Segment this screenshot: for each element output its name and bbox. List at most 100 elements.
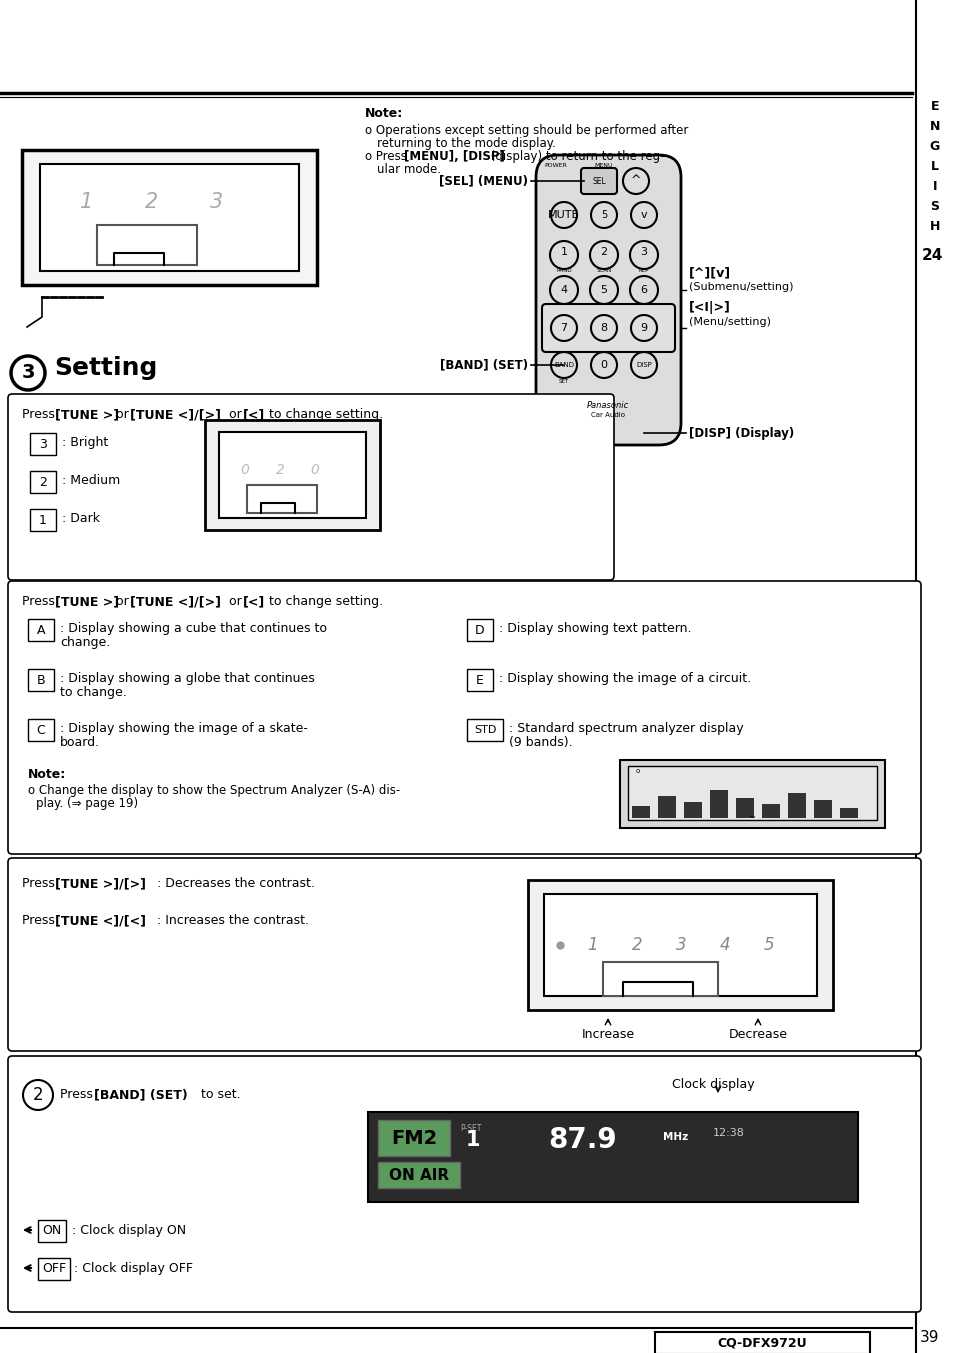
FancyBboxPatch shape [8, 858, 920, 1051]
Text: N: N [929, 120, 940, 133]
Text: Decrease: Decrease [728, 1028, 786, 1040]
Text: : Display showing the image of a circuit.: : Display showing the image of a circuit… [498, 672, 750, 685]
Text: 3: 3 [21, 364, 34, 383]
Text: 4: 4 [719, 936, 730, 954]
Bar [709, 790, 727, 819]
Text: 2: 2 [275, 463, 284, 478]
Bar [658, 796, 676, 819]
Bar [631, 806, 649, 819]
Text: [TUNE >]: [TUNE >] [55, 409, 119, 421]
Text: Press: Press [22, 595, 59, 607]
Bar [619, 760, 884, 828]
Text: A: A [37, 624, 45, 636]
Text: L: L [930, 160, 938, 173]
Text: [TUNE <]/[<]: [TUNE <]/[<] [55, 915, 146, 927]
Text: ON AIR: ON AIR [389, 1168, 449, 1183]
Text: S: S [929, 200, 939, 212]
Text: BAND: BAND [554, 363, 574, 368]
Bar [377, 1120, 450, 1155]
Text: STD: STD [474, 725, 496, 735]
Bar [467, 620, 493, 641]
Bar [467, 668, 493, 691]
Bar [28, 620, 54, 641]
Text: to change.: to change. [60, 686, 127, 700]
Text: OFF: OFF [42, 1262, 66, 1276]
Text: RAND: RAND [556, 268, 571, 273]
Text: 2: 2 [631, 936, 641, 954]
Text: or: or [112, 595, 132, 607]
Bar [527, 879, 832, 1009]
Text: SCAN: SCAN [596, 268, 611, 273]
Text: o Press: o Press [365, 150, 410, 162]
Bar [543, 894, 816, 996]
Text: SEL: SEL [592, 176, 605, 185]
Text: [BAND] (SET): [BAND] (SET) [94, 1088, 188, 1101]
Text: o Change the display to show the Spectrum Analyzer (S-A) dis-: o Change the display to show the Spectru… [28, 783, 400, 797]
Bar [38, 1220, 66, 1242]
Bar [787, 793, 805, 819]
Bar [735, 798, 753, 819]
Text: ^: ^ [630, 175, 640, 188]
Text: 3: 3 [211, 192, 223, 212]
Text: : Display showing a globe that continues: : Display showing a globe that continues [60, 672, 314, 685]
Text: 1: 1 [80, 192, 93, 212]
Text: [TUNE >]: [TUNE >] [55, 595, 119, 607]
Text: [TUNE <]/[>]: [TUNE <]/[>] [130, 595, 221, 607]
Text: : Display showing a cube that continues to: : Display showing a cube that continues … [60, 622, 327, 635]
Text: or: or [225, 409, 246, 421]
Text: (9 bands).: (9 bands). [509, 736, 572, 750]
Text: 6: 6 [639, 285, 647, 295]
Text: POWER: POWER [544, 162, 567, 168]
Text: : Dark: : Dark [62, 511, 100, 525]
Text: MUTE: MUTE [548, 210, 579, 221]
Bar [30, 509, 56, 530]
Bar [205, 419, 379, 530]
Text: : Clock display ON: : Clock display ON [71, 1224, 186, 1237]
Text: [<]: [<] [243, 595, 265, 607]
Text: FM2: FM2 [391, 1128, 436, 1147]
Text: Increase: Increase [580, 1028, 634, 1040]
Text: 1: 1 [39, 514, 47, 526]
Text: : Decreases the contrast.: : Decreases the contrast. [157, 877, 314, 890]
Text: Car Audio: Car Audio [590, 413, 624, 418]
Bar [602, 962, 718, 996]
Bar [247, 484, 316, 513]
Bar [28, 718, 54, 741]
Text: 3: 3 [675, 936, 685, 954]
Bar [467, 718, 502, 741]
Text: 12:38: 12:38 [712, 1128, 744, 1138]
Text: MHz: MHz [662, 1132, 687, 1142]
Text: MENU: MENU [594, 162, 613, 168]
Text: REP: REP [639, 268, 648, 273]
Text: Setting: Setting [54, 356, 157, 380]
Text: play. (⇒ page 19): play. (⇒ page 19) [36, 797, 138, 810]
Text: 9: 9 [639, 323, 647, 333]
Bar [377, 1162, 459, 1188]
Bar [38, 1258, 70, 1280]
Text: o: o [636, 769, 639, 774]
Text: 0: 0 [599, 360, 607, 369]
Text: B: B [36, 674, 45, 686]
Text: 5: 5 [600, 210, 606, 221]
Text: 2: 2 [599, 248, 607, 257]
Text: : Display showing the image of a skate-: : Display showing the image of a skate- [60, 723, 308, 735]
Text: [MENU], [DISP]: [MENU], [DISP] [403, 150, 504, 162]
Text: (display) to return to the reg-: (display) to return to the reg- [486, 150, 664, 162]
Text: 0: 0 [311, 463, 319, 478]
Text: E: E [930, 100, 939, 114]
FancyBboxPatch shape [536, 156, 680, 445]
Text: 7: 7 [559, 323, 567, 333]
FancyBboxPatch shape [8, 1055, 920, 1312]
Text: Press: Press [22, 915, 59, 927]
Text: (Submenu/setting): (Submenu/setting) [688, 281, 793, 292]
Bar [219, 432, 366, 518]
Text: CQ-DFX972U: CQ-DFX972U [717, 1337, 806, 1349]
Text: 3: 3 [39, 437, 47, 451]
Text: (Menu/setting): (Menu/setting) [688, 317, 770, 327]
Bar [368, 1112, 857, 1201]
Text: D: D [475, 624, 484, 636]
Text: 0: 0 [240, 463, 249, 478]
Text: SET: SET [558, 379, 569, 384]
Text: : Display showing text pattern.: : Display showing text pattern. [498, 622, 691, 635]
Text: : Medium: : Medium [62, 474, 120, 487]
